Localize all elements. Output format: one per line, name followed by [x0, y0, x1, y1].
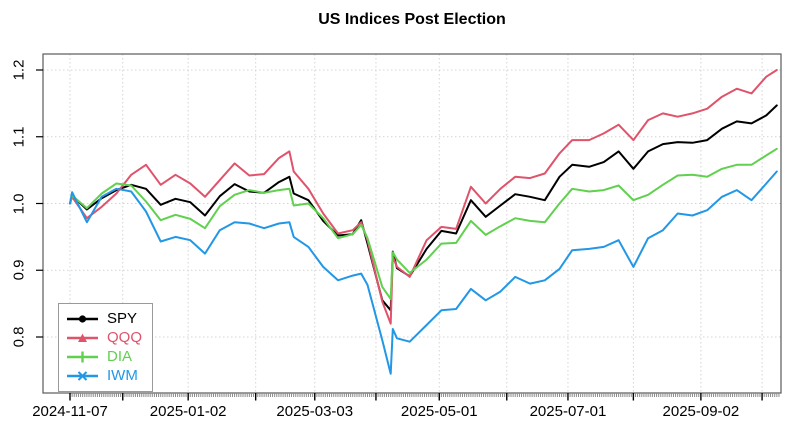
x-tick-label: 2025-07-01 — [529, 403, 607, 420]
series-line-iwm — [69, 170, 778, 375]
legend-item-dia: DIA — [66, 348, 142, 366]
series-line-spy — [69, 104, 778, 312]
iwm-line-x-icon — [67, 371, 98, 381]
y-tick-label: 1.1 — [10, 126, 28, 148]
legend: SPY QQQ DIA IWM — [58, 303, 154, 392]
legend-item-spy: SPY — [66, 310, 142, 328]
series-line-qqq — [69, 69, 778, 325]
legend-label-dia: DIA — [107, 348, 133, 365]
y-tick-label: 0.9 — [10, 259, 28, 281]
legend-label-iwm: IWM — [107, 367, 138, 384]
spy-line-circle-icon — [67, 315, 98, 323]
y-tick-label: 0.8 — [10, 326, 28, 348]
legend-item-qqq: QQQ — [66, 329, 142, 347]
series-line-dia — [69, 147, 778, 300]
qqq-line-triangle-icon — [67, 333, 98, 342]
plot-frame — [42, 53, 782, 394]
x-tick-label: 2025-01-02 — [149, 403, 227, 420]
legend-item-iwm: IWM — [66, 367, 142, 385]
dia-line-plus-icon — [67, 351, 98, 363]
chart-title: US Indices Post Election — [318, 11, 506, 28]
x-tick-label: 2025-03-03 — [276, 403, 354, 420]
legend-label-qqq: QQQ — [107, 329, 143, 346]
spy-key-shape — [78, 315, 87, 323]
iwm-key-shape — [77, 371, 88, 381]
y-tick-label: 1.2 — [10, 59, 28, 81]
qqq-key-shape — [78, 333, 87, 342]
legend-label-spy: SPY — [107, 310, 138, 327]
x-tick-label: 2024-11-07 — [32, 403, 108, 420]
x-tick-label: 2025-05-01 — [400, 403, 478, 420]
y-tick-label: 1.0 — [10, 193, 28, 214]
x-tick-label: 2025-09-02 — [662, 403, 740, 420]
